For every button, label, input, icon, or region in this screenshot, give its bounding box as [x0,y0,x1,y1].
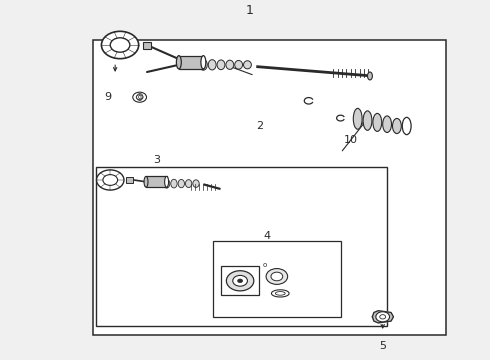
Circle shape [101,31,139,59]
Text: 7: 7 [298,258,305,268]
Ellipse shape [226,60,234,69]
Ellipse shape [402,117,411,135]
Text: 4: 4 [264,231,270,241]
Bar [93,40,446,335]
Ellipse shape [171,179,177,188]
Ellipse shape [144,176,148,187]
Ellipse shape [217,60,225,70]
Circle shape [271,272,283,281]
Ellipse shape [185,180,192,188]
Bar [143,42,151,49]
Text: @: @ [136,93,144,102]
Text: 2: 2 [256,121,263,131]
Circle shape [380,315,386,319]
Ellipse shape [392,118,401,134]
Text: 9: 9 [104,92,111,102]
Text: 1: 1 [246,4,254,17]
Ellipse shape [368,72,372,80]
Text: 6: 6 [229,305,236,315]
Ellipse shape [353,108,362,129]
Circle shape [376,312,390,322]
Text: 10: 10 [343,135,357,145]
Bar [213,241,341,317]
Circle shape [233,275,247,286]
Ellipse shape [176,55,181,69]
Ellipse shape [244,61,251,69]
FancyBboxPatch shape [221,266,259,295]
Ellipse shape [165,176,169,187]
Circle shape [110,38,130,52]
Ellipse shape [199,59,207,70]
Text: o: o [263,262,267,267]
Circle shape [226,271,254,291]
Text: 3: 3 [153,155,160,165]
Bar [126,177,133,183]
Text: 8: 8 [303,278,310,288]
Ellipse shape [235,60,243,69]
Text: 5: 5 [379,341,386,351]
Ellipse shape [164,179,170,188]
Ellipse shape [208,60,216,70]
Polygon shape [146,176,167,187]
Circle shape [133,92,147,102]
Ellipse shape [363,111,372,130]
Circle shape [238,279,243,283]
Ellipse shape [193,180,199,187]
Circle shape [103,175,118,185]
Polygon shape [372,311,393,323]
Polygon shape [179,56,203,69]
Bar [96,167,387,326]
Ellipse shape [373,113,382,131]
Ellipse shape [383,116,392,132]
Circle shape [266,269,288,284]
Circle shape [97,170,124,190]
Ellipse shape [178,180,184,188]
Ellipse shape [201,55,206,69]
Circle shape [136,95,143,100]
